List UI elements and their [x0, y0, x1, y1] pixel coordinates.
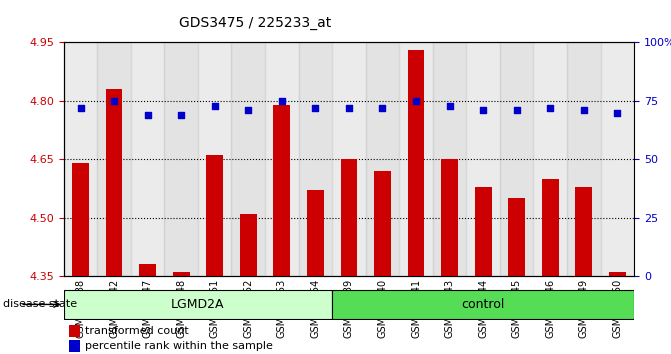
Bar — [442, 159, 458, 276]
Bar — [332, 42, 366, 276]
Bar — [299, 42, 332, 276]
Bar — [70, 341, 80, 353]
Bar — [340, 159, 357, 276]
Bar — [509, 198, 525, 276]
Bar — [140, 264, 156, 276]
Bar — [70, 325, 80, 337]
Bar — [474, 187, 491, 276]
Bar — [575, 187, 592, 276]
Point — [142, 112, 153, 118]
Bar — [172, 272, 189, 276]
Bar — [231, 42, 265, 276]
Bar — [601, 42, 634, 276]
Bar — [433, 42, 466, 276]
Point — [444, 103, 455, 108]
Bar — [533, 42, 567, 276]
Bar — [567, 42, 601, 276]
Bar — [265, 42, 299, 276]
Bar — [500, 42, 533, 276]
Text: percentile rank within the sample: percentile rank within the sample — [85, 342, 273, 352]
Bar — [105, 89, 122, 276]
Bar — [97, 42, 131, 276]
Text: transformed count: transformed count — [85, 326, 189, 336]
Bar — [542, 179, 558, 276]
Point — [276, 98, 287, 104]
Point — [511, 107, 522, 113]
Bar — [609, 272, 625, 276]
Bar — [332, 290, 634, 319]
Bar — [64, 42, 97, 276]
Bar — [72, 163, 89, 276]
Bar — [466, 42, 500, 276]
Point — [578, 107, 589, 113]
Point — [176, 112, 187, 118]
Bar — [407, 50, 424, 276]
Bar — [131, 42, 164, 276]
Point — [612, 110, 623, 115]
Text: LGMD2A: LGMD2A — [171, 298, 225, 311]
Point — [344, 105, 354, 111]
Point — [209, 103, 220, 108]
Bar — [240, 214, 256, 276]
Point — [377, 105, 388, 111]
Point — [478, 107, 488, 113]
Text: GDS3475 / 225233_at: GDS3475 / 225233_at — [179, 16, 331, 30]
Bar — [307, 190, 323, 276]
Bar — [399, 42, 433, 276]
Bar — [198, 42, 231, 276]
Point — [310, 105, 321, 111]
Text: control: control — [462, 298, 505, 311]
Bar — [207, 155, 223, 276]
Point — [75, 105, 86, 111]
Bar — [164, 42, 198, 276]
Text: disease state: disease state — [3, 299, 77, 309]
Bar — [64, 290, 332, 319]
Point — [109, 98, 119, 104]
Bar — [374, 171, 391, 276]
Point — [243, 107, 254, 113]
Bar — [366, 42, 399, 276]
Bar — [274, 105, 290, 276]
Point — [545, 105, 556, 111]
Point — [411, 98, 421, 104]
